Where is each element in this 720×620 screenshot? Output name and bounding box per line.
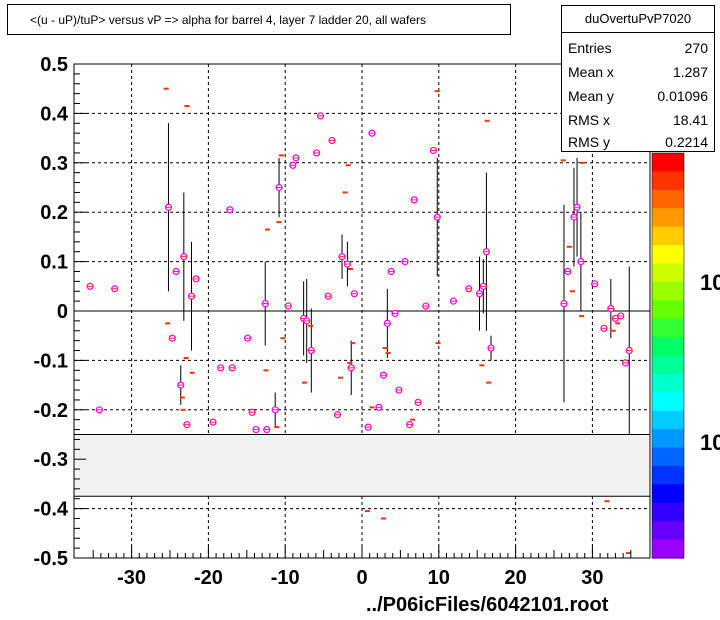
palette-swatch [652,281,684,301]
stats-histogram-name: duOvertuPvP7020 [562,6,714,33]
stats-value: 0.01096 [657,88,708,104]
palette-swatch [652,484,684,504]
x-tick-label: 20 [504,567,526,589]
palette-swatch [652,337,684,357]
y-tick-label: 0.3 [40,153,68,175]
y-tick-label: -0.4 [34,499,69,521]
palette-swatch [652,521,684,541]
stats-label: Mean x [568,64,614,80]
palette-label: 10 [700,430,720,455]
palette-label: 10 [700,270,720,295]
x-tick-label: 10 [428,567,450,589]
y-tick-label: 0.5 [40,54,68,76]
stats-row-rms-x: RMS x 18.41 [568,108,708,132]
stats-row-rms-y: RMS y 0.2214 [568,130,708,154]
y-tick-label: -0.5 [34,548,68,570]
palette-swatch [652,245,684,265]
palette-swatch [652,300,684,320]
stats-value: 18.41 [672,112,708,128]
stats-row-entries: Entries 270 [568,36,708,60]
palette-swatch [652,189,684,209]
stats-value: 1.287 [672,64,708,80]
y-tick-label: 0.2 [40,202,68,224]
empty-band [73,434,651,497]
stats-row-mean-x: Mean x 1.287 [568,60,708,84]
palette-swatch [652,392,684,412]
y-tick-label: -0.3 [34,449,68,471]
palette-swatch [652,410,684,430]
palette-swatch [652,373,684,393]
palette-swatch [652,263,684,283]
stats-row-mean-y: Mean y 0.01096 [568,84,708,108]
stats-value: 0.2214 [665,134,708,150]
palette-frame [651,152,685,559]
palette-swatch [652,208,684,228]
palette-swatch [652,447,684,467]
palette-swatch [652,465,684,485]
stats-label: Entries [568,40,612,56]
y-tick-label: 0 [57,301,68,323]
palette-swatch [652,429,684,449]
y-tick-label: -0.2 [34,400,68,422]
palette-swatch [652,171,684,191]
palette-swatch [652,318,684,338]
stats-label: RMS x [568,112,610,128]
x-tick-label: 0 [356,567,367,589]
file-path-label: ../P06icFiles/6042101.root [366,594,609,616]
palette-swatch [652,355,684,375]
x-tick-label: -20 [194,567,223,589]
stats-value: 270 [684,40,708,56]
stats-label: RMS y [568,134,610,150]
y-tick-label: -0.1 [34,350,68,372]
palette-swatch [652,226,684,246]
stats-box: duOvertuPvP7020 Entries 270 Mean x 1.287… [561,5,715,152]
y-tick-label: 0.4 [40,103,69,125]
y-tick-label: 0.1 [40,252,68,274]
stats-label: Mean y [568,88,614,104]
x-tick-label: 30 [581,567,603,589]
palette-swatch [652,153,684,173]
title-box: <(u - uP)/tuP> versus vP => alpha for ba… [7,4,511,35]
x-tick-label: -30 [117,567,146,589]
palette-swatch [652,502,684,522]
palette-swatch [652,539,684,559]
plot-title: <(u - uP)/tuP> versus vP => alpha for ba… [30,13,426,27]
x-tick-label: -10 [271,567,300,589]
